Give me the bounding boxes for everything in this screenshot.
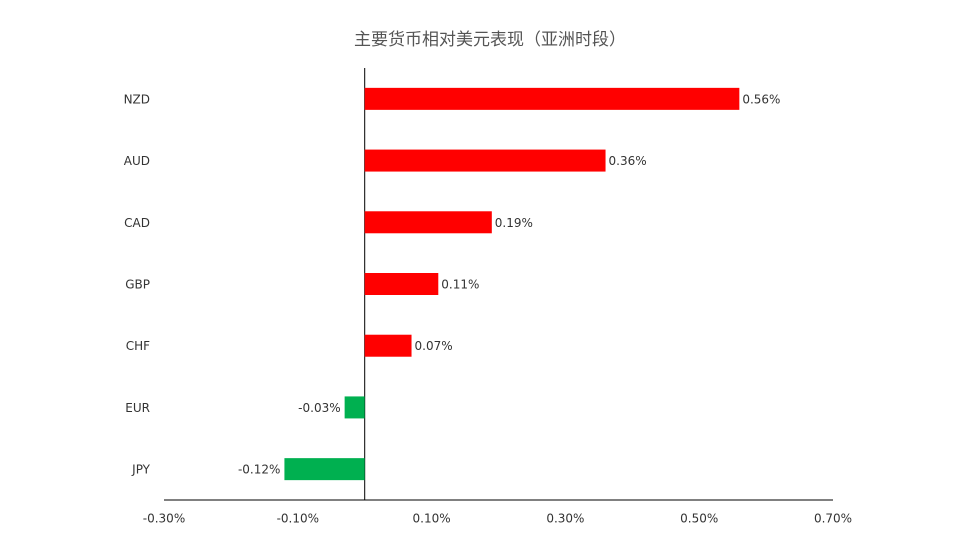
bar bbox=[344, 396, 365, 419]
bar bbox=[364, 149, 606, 172]
x-tick-label: 0.10% bbox=[413, 512, 451, 526]
value-label: 0.11% bbox=[441, 278, 479, 292]
bar bbox=[284, 458, 365, 481]
y-tick-label: EUR bbox=[125, 401, 150, 415]
x-tick-label: -0.30% bbox=[143, 512, 185, 526]
bar bbox=[364, 273, 439, 295]
value-label: -0.03% bbox=[298, 401, 340, 415]
value-label: 0.19% bbox=[495, 216, 533, 230]
x-tick-label: -0.10% bbox=[277, 512, 319, 526]
value-label: -0.12% bbox=[238, 463, 280, 477]
value-label: 0.07% bbox=[415, 339, 453, 353]
bar bbox=[364, 211, 492, 234]
y-tick-label: CAD bbox=[124, 216, 150, 230]
bar bbox=[364, 334, 412, 357]
y-tick-label: CHF bbox=[126, 339, 150, 353]
y-tick-label: GBP bbox=[125, 278, 150, 292]
y-tick-label: JPY bbox=[131, 463, 151, 477]
x-tick-label: 0.50% bbox=[680, 512, 718, 526]
bar bbox=[364, 87, 740, 110]
y-tick-label: NZD bbox=[124, 92, 150, 106]
chart-title: 主要货币相对美元表现（亚洲时段） bbox=[354, 30, 626, 50]
x-tick-label: 0.70% bbox=[814, 512, 852, 526]
x-tick-label: 0.30% bbox=[546, 512, 584, 526]
y-tick-label: AUD bbox=[124, 154, 150, 168]
value-label: 0.36% bbox=[609, 154, 647, 168]
value-label: 0.56% bbox=[742, 92, 780, 106]
